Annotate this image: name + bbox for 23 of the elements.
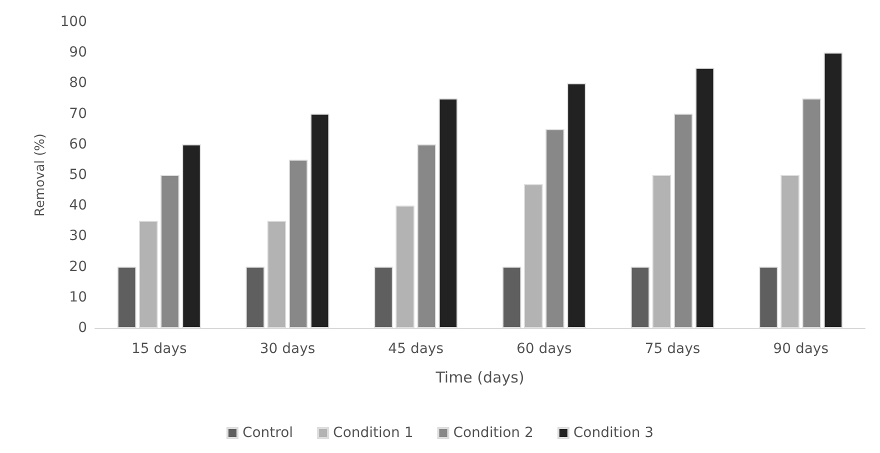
legend-label: Condition 3 bbox=[573, 425, 654, 441]
y-tick-label: 0 bbox=[78, 320, 87, 336]
x-tick-label: 45 days bbox=[388, 341, 444, 357]
y-tick-label: 40 bbox=[69, 198, 87, 214]
x-tick-label: 75 days bbox=[644, 341, 700, 357]
x-tick-label: 90 days bbox=[773, 341, 828, 357]
legend-label: Condition 2 bbox=[453, 425, 534, 441]
x-tick-label: 15 days bbox=[132, 341, 187, 357]
y-tick-label: 60 bbox=[69, 136, 87, 152]
y-tick-label: 70 bbox=[69, 106, 87, 122]
x-tick-label: 30 days bbox=[260, 341, 316, 357]
legend-label: Condition 1 bbox=[333, 425, 414, 441]
x-axis-title: Time (days) bbox=[434, 368, 524, 386]
x-tick-label: 60 days bbox=[516, 341, 572, 357]
y-tick-label: 90 bbox=[69, 44, 87, 61]
y-tick-label: 50 bbox=[69, 167, 87, 183]
y-axis-title: Removal (%) bbox=[33, 134, 48, 216]
y-tick-label: 30 bbox=[69, 228, 87, 244]
y-tick-label: 10 bbox=[69, 289, 87, 306]
y-tick-label: 80 bbox=[69, 75, 87, 92]
y-tick-label: 100 bbox=[60, 14, 87, 30]
y-tick-label: 20 bbox=[69, 258, 87, 275]
legend-label: Control bbox=[242, 425, 294, 441]
